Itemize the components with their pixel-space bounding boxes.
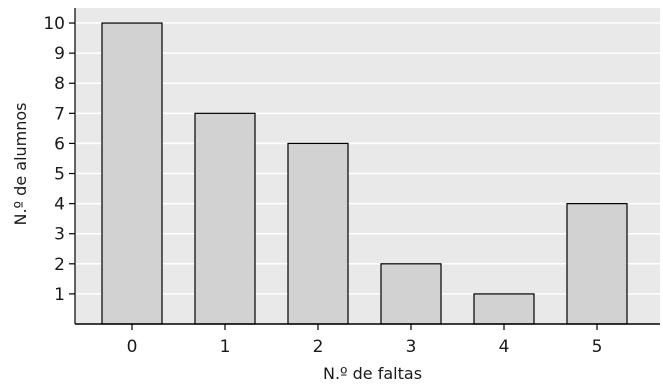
bars <box>101 22 628 325</box>
bar-0 <box>101 22 163 325</box>
bar-4 <box>473 293 535 325</box>
y-tick-label: 9 <box>54 44 65 64</box>
bar-3 <box>380 263 442 325</box>
y-tick-label: 8 <box>54 74 65 94</box>
x-axis: 0 1 2 3 4 5 <box>75 323 660 357</box>
y-tick-label: 7 <box>54 104 65 124</box>
y-axis-label: N.º de alumnos <box>11 102 30 225</box>
bar-5 <box>566 203 628 325</box>
x-tick-label: 5 <box>592 337 603 357</box>
x-tick-label: 1 <box>220 337 231 357</box>
bar-2 <box>287 142 349 325</box>
y-axis: 1 2 3 4 5 6 7 8 9 10 <box>43 8 76 324</box>
y-tick-label: 5 <box>54 165 65 185</box>
y-tick-label: 3 <box>54 225 65 245</box>
x-axis-label: N.º de faltas <box>323 364 422 383</box>
x-tick-label: 2 <box>313 337 324 357</box>
y-tick-label: 2 <box>54 255 65 275</box>
plot-background <box>75 8 660 324</box>
bar-1 <box>194 112 256 325</box>
y-tick-label: 4 <box>54 195 65 215</box>
x-tick-label: 4 <box>499 337 510 357</box>
x-tick-label: 3 <box>406 337 417 357</box>
x-tick-label: 0 <box>127 337 138 357</box>
y-tick-label: 10 <box>43 14 65 34</box>
grid-lines <box>75 22 660 295</box>
y-tick-label: 6 <box>54 134 65 154</box>
y-tick-label: 1 <box>54 285 65 305</box>
